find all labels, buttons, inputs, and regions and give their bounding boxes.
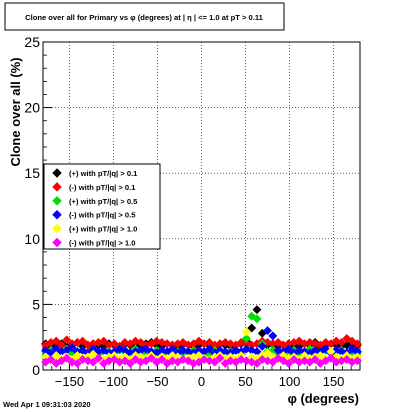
data-point: [241, 333, 251, 344]
x-axis-label: φ (degrees): [288, 391, 359, 406]
legend: (+) with pT/|q| > 0.1 (-) with pT/|q| > 0…: [43, 163, 161, 250]
x-tick-label: −100: [99, 374, 128, 389]
x-tick-label: 150: [323, 374, 345, 389]
y-axis-label: Clone over all (%): [8, 57, 23, 166]
chart-title: Clone over all for Primary vs φ (degrees…: [25, 13, 264, 22]
legend-entry: (+) with pT/|q| > 0.1: [52, 168, 138, 178]
data-point: [215, 353, 225, 363]
legend-box: [43, 163, 161, 250]
legend-entry: (-) with pT/|q| > 0.1: [52, 182, 136, 192]
data-point: [252, 314, 262, 324]
series-6: [41, 353, 362, 368]
data-point: [178, 354, 188, 365]
legend-entry: (+) with pT/|q| > 1.0: [52, 223, 137, 234]
data-point: [125, 358, 135, 368]
legend-label: (+) with pT/|q| > 0.5: [69, 197, 138, 206]
data-point: [93, 353, 104, 363]
y-tick-label: 10: [24, 231, 40, 247]
data-point: [157, 354, 167, 365]
data-point: [241, 327, 251, 337]
data-point: [310, 354, 320, 365]
legend-marker: [52, 237, 62, 248]
grid: [43, 42, 360, 370]
data-point: [194, 336, 204, 346]
data-point: [199, 354, 209, 365]
legend-marker: [52, 209, 62, 220]
data-point: [109, 354, 119, 365]
data-point: [62, 353, 72, 363]
title-box: [4, 2, 285, 31]
legend-label: (-) with pT/|q| > 0.5: [69, 211, 136, 220]
data-point: [115, 344, 125, 354]
data-points: [41, 305, 362, 368]
y-tick-label: 0: [32, 362, 40, 378]
x-tick-label: −150: [55, 374, 84, 389]
y-tick-label: 5: [32, 296, 40, 312]
data-point: [326, 353, 336, 363]
data-point: [62, 335, 72, 345]
legend-marker: [52, 182, 62, 192]
series-4: [41, 326, 362, 358]
x-tick-label: 100: [279, 374, 301, 389]
legend-marker: [52, 195, 62, 206]
data-point: [284, 344, 294, 354]
data-point: [284, 358, 294, 368]
timestamp: Wed Apr 1 09:31:03 2020: [3, 400, 91, 409]
x-tick-label: −50: [146, 374, 168, 389]
data-point: [236, 337, 246, 348]
legend-entry: (+) with pT/|q| > 0.5: [52, 195, 138, 206]
x-tick-label: 0: [198, 374, 205, 389]
data-point: [268, 331, 278, 341]
data-point: [67, 343, 77, 353]
data-point: [352, 356, 362, 366]
x-tick-label: 50: [238, 374, 252, 389]
legend-marker: [52, 223, 62, 234]
data-point: [88, 357, 98, 367]
data-point: [268, 357, 278, 367]
data-point: [210, 357, 220, 367]
data-point: [72, 358, 82, 368]
y-tick-label: 20: [24, 100, 40, 116]
data-point: [252, 358, 262, 368]
data-point: [204, 344, 214, 354]
y-tick-label: 25: [24, 34, 40, 50]
series-2: [41, 333, 362, 351]
data-point: [257, 341, 267, 351]
data-point: [236, 354, 246, 365]
data-point: [262, 326, 273, 336]
legend-label: (-) with pT/|q| > 0.1: [69, 183, 136, 192]
y-tick-label: 15: [24, 165, 40, 181]
data-point: [252, 305, 262, 315]
data-point: [146, 353, 156, 363]
legend-label: (+) with pT/|q| > 0.1: [69, 169, 138, 178]
data-point: [78, 336, 88, 346]
legend-entry: (-) with pT/|q| > 0.5: [52, 209, 136, 220]
data-point: [99, 336, 109, 346]
data-point: [247, 323, 257, 333]
legend-label: (+) with pT/|q| > 1.0: [69, 225, 137, 234]
legend-label: (-) with pT/|q| > 1.0: [69, 239, 135, 248]
data-point: [46, 354, 56, 365]
legend-entry: (-) with pT/|q| > 1.0: [52, 237, 135, 248]
legend-marker: [52, 168, 62, 178]
